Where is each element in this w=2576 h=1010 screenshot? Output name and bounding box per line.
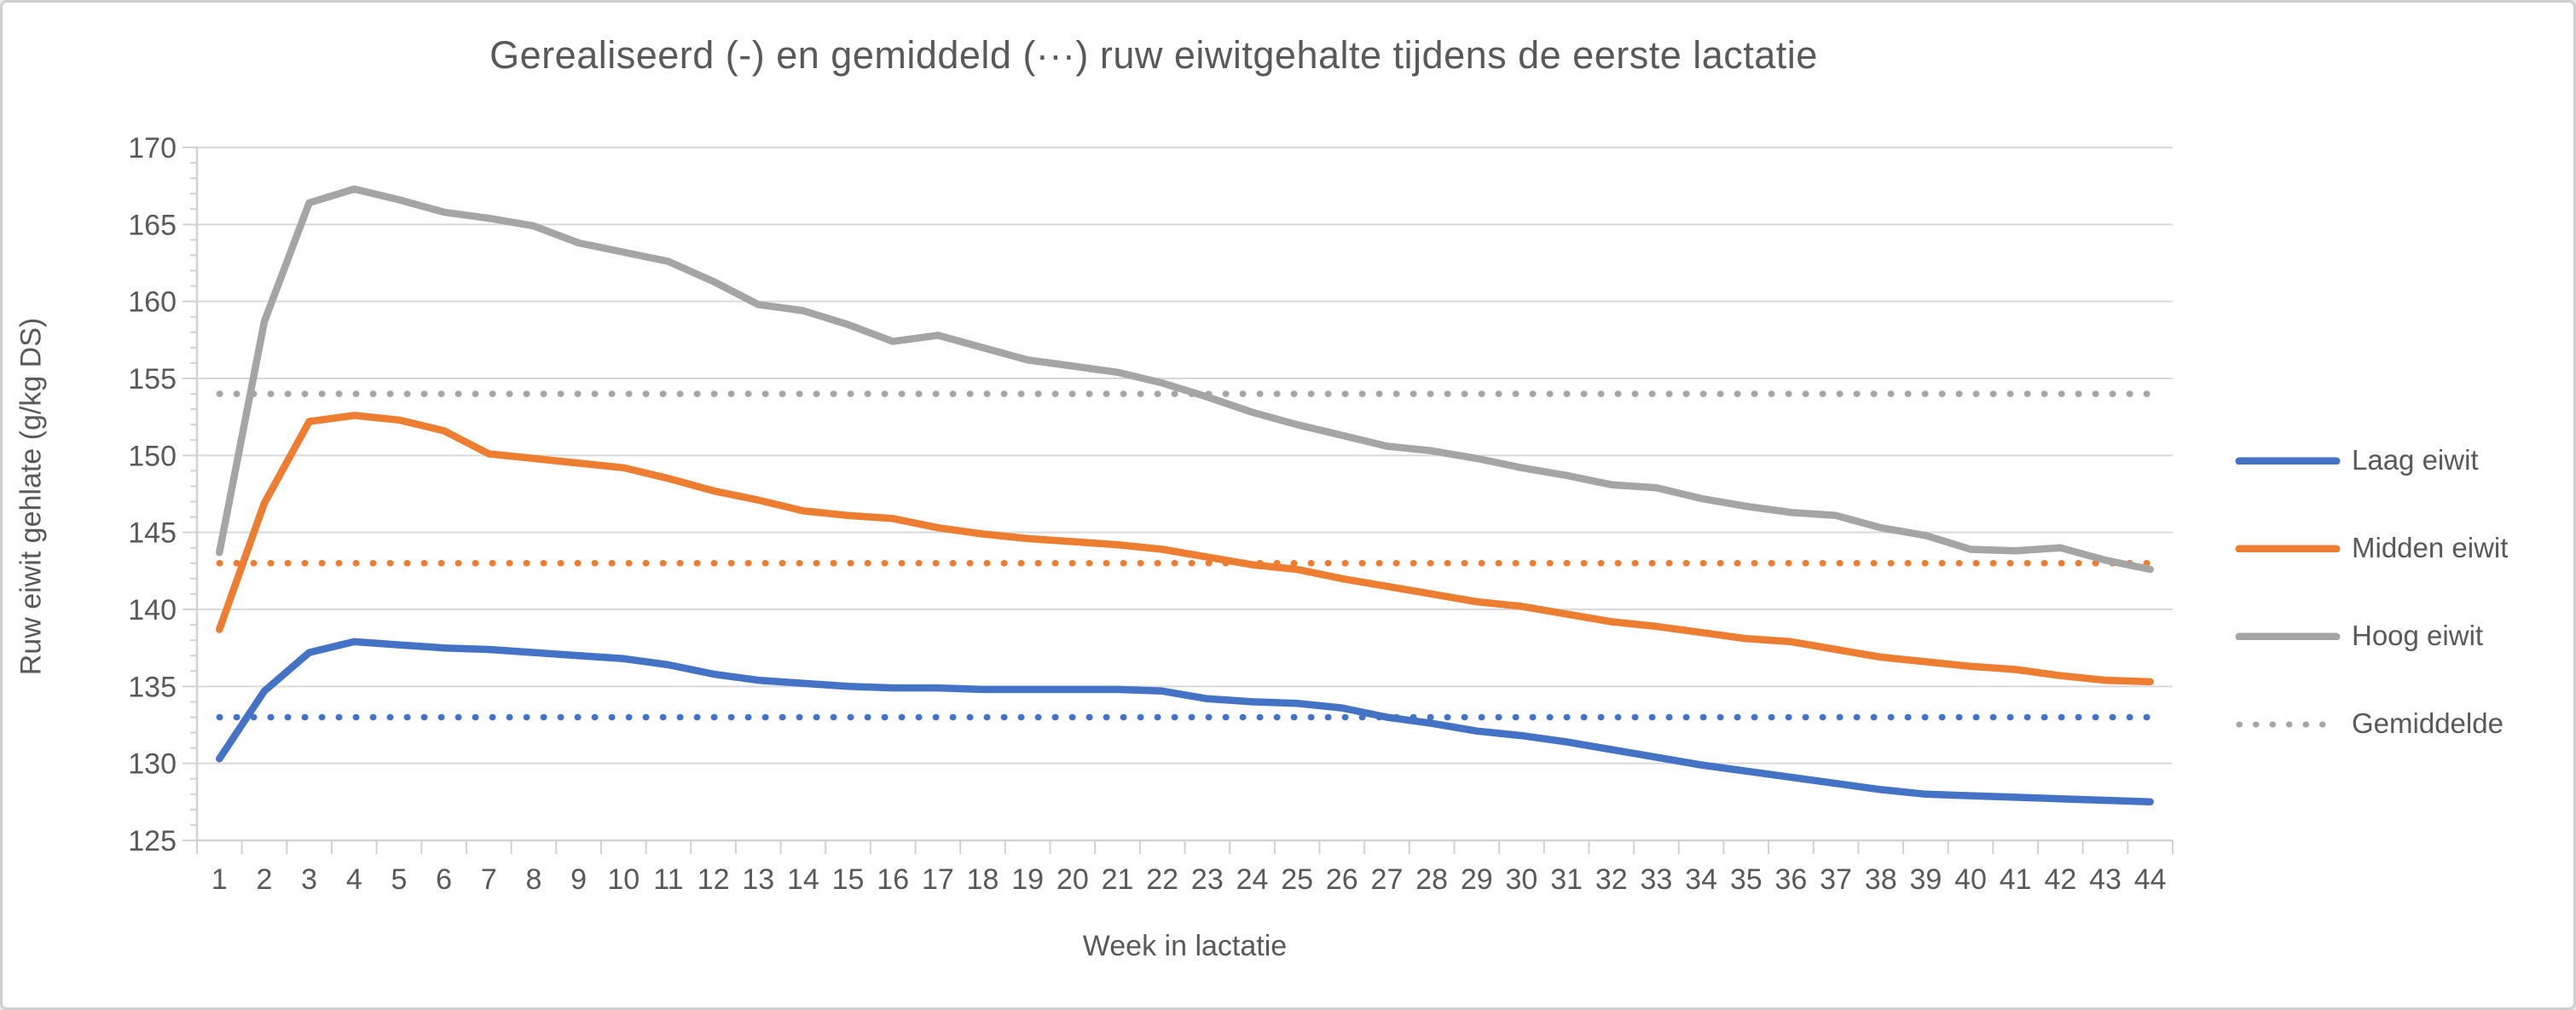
legend-line-swatch <box>2235 632 2341 640</box>
x-tick-label: 3 <box>301 863 317 896</box>
x-tick-label: 42 <box>2044 863 2076 896</box>
x-tick-label: 43 <box>2089 863 2122 896</box>
x-tick-label: 27 <box>1371 863 1404 896</box>
x-tick-label: 38 <box>1865 863 1897 896</box>
legend-label: Laag eiwit <box>2352 444 2479 476</box>
x-tick-label: 8 <box>525 863 541 896</box>
y-tick-label: 170 <box>128 132 177 164</box>
legend-label: Midden eiwit <box>2352 532 2509 563</box>
x-tick-label: 18 <box>967 863 999 896</box>
x-tick-label: 15 <box>832 863 865 896</box>
x-tick-label: 34 <box>1685 863 1717 896</box>
x-tick-label: 2 <box>257 863 273 896</box>
x-tick-label: 10 <box>607 863 640 896</box>
legend-line-swatch <box>2235 545 2341 552</box>
legend-label: Gemiddelde <box>2352 707 2504 739</box>
y-tick-label: 150 <box>128 440 177 472</box>
x-tick-label: 36 <box>1774 863 1807 896</box>
x-tick-label: 23 <box>1191 863 1224 896</box>
legend-label: Hoog eiwit <box>2352 620 2484 651</box>
series-line-laag-eiwit <box>216 638 2154 806</box>
x-tick-label: 29 <box>1461 863 1493 896</box>
x-tick-label: 35 <box>1730 863 1763 896</box>
x-tick-label: 39 <box>1909 863 1942 896</box>
x-tick-label: 7 <box>481 863 497 896</box>
x-tick-label: 22 <box>1146 863 1178 896</box>
x-tick-label: 21 <box>1102 863 1134 896</box>
x-tick-label: 28 <box>1415 863 1448 896</box>
y-tick-label: 145 <box>128 517 177 550</box>
series-line-midden-eiwit <box>216 412 2154 686</box>
x-tick-label: 16 <box>877 863 909 896</box>
y-tick-label: 140 <box>128 594 177 626</box>
x-tick-label: 40 <box>1954 863 1987 896</box>
x-tick-label: 33 <box>1641 863 1673 896</box>
x-tick-label: 25 <box>1281 863 1313 896</box>
x-tick-label: 24 <box>1236 863 1269 896</box>
x-tick-label: 41 <box>2000 863 2032 896</box>
legend-item-midden-eiwit: Midden eiwit <box>2235 531 2508 565</box>
y-tick-label: 155 <box>128 363 177 395</box>
x-tick-label: 14 <box>787 863 819 896</box>
chart-title: Gerealiseerd (-) en gemiddeld (···) ruw … <box>489 33 1818 77</box>
x-tick-label: 44 <box>2134 863 2167 896</box>
x-tick-label: 30 <box>1506 863 1538 896</box>
series-line-hoog-eiwit <box>216 185 2154 574</box>
x-tick-label: 11 <box>653 863 683 896</box>
legend-line-swatch <box>2235 457 2341 465</box>
y-tick-label: 130 <box>128 748 177 781</box>
x-tick-label: 13 <box>742 863 774 896</box>
x-tick-label: 37 <box>1820 863 1852 896</box>
y-tick-label: 135 <box>128 671 177 703</box>
legend-item-gemiddelde: Gemiddelde <box>2235 707 2504 741</box>
x-axis-title: Week in lactatie <box>1082 930 1288 962</box>
x-tick-label: 20 <box>1056 863 1089 896</box>
legend-item-laag-eiwit: Laag eiwit <box>2235 443 2479 477</box>
x-tick-label: 32 <box>1595 863 1628 896</box>
x-tick-label: 17 <box>922 863 954 896</box>
y-tick-label: 125 <box>128 825 177 857</box>
x-tick-label: 4 <box>346 863 362 896</box>
x-tick-label: 1 <box>211 863 228 896</box>
x-tick-label: 19 <box>1011 863 1044 896</box>
legend-item-hoog-eiwit: Hoog eiwit <box>2235 619 2483 653</box>
x-tick-label: 9 <box>570 863 587 896</box>
legend-dotted-line-swatch <box>2236 721 2340 728</box>
x-tick-label: 12 <box>698 863 730 896</box>
x-tick-label: 6 <box>436 863 452 896</box>
x-tick-label: 5 <box>391 863 408 896</box>
x-tick-label: 26 <box>1326 863 1358 896</box>
x-tick-label: 31 <box>1550 863 1583 896</box>
y-tick-label: 160 <box>128 286 177 319</box>
y-tick-label: 165 <box>128 209 177 241</box>
